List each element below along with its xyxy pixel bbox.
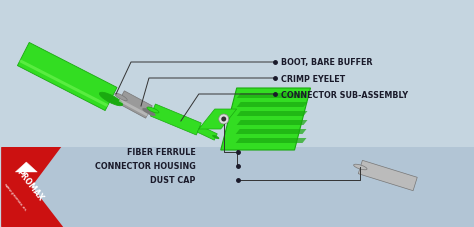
Polygon shape bbox=[237, 103, 308, 108]
Polygon shape bbox=[1, 147, 63, 227]
Circle shape bbox=[221, 117, 226, 122]
Text: CRIMP EYELET: CRIMP EYELET bbox=[281, 74, 345, 83]
Circle shape bbox=[219, 114, 229, 124]
Text: DUST CAP: DUST CAP bbox=[150, 176, 196, 185]
Polygon shape bbox=[197, 126, 217, 141]
Polygon shape bbox=[358, 161, 417, 191]
Polygon shape bbox=[237, 121, 308, 126]
Polygon shape bbox=[118, 99, 148, 117]
Polygon shape bbox=[221, 89, 310, 150]
Text: CONNECTOR HOUSING: CONNECTOR HOUSING bbox=[95, 162, 196, 171]
Ellipse shape bbox=[147, 108, 159, 114]
Polygon shape bbox=[237, 111, 308, 116]
Polygon shape bbox=[236, 129, 307, 134]
Ellipse shape bbox=[100, 93, 123, 106]
Text: PROMAX: PROMAX bbox=[14, 167, 45, 202]
Ellipse shape bbox=[143, 109, 155, 116]
Polygon shape bbox=[1, 147, 61, 227]
Text: FIBER FERRULE: FIBER FERRULE bbox=[127, 148, 196, 157]
Polygon shape bbox=[118, 91, 152, 119]
Ellipse shape bbox=[212, 136, 219, 139]
FancyBboxPatch shape bbox=[1, 147, 216, 227]
FancyBboxPatch shape bbox=[216, 147, 474, 227]
Text: CONNECTOR SUB-ASSEMBLY: CONNECTOR SUB-ASSEMBLY bbox=[281, 90, 408, 99]
Polygon shape bbox=[15, 162, 37, 172]
Ellipse shape bbox=[115, 94, 127, 101]
Polygon shape bbox=[18, 43, 117, 111]
Text: BOOT, BARE BUFFER: BOOT, BARE BUFFER bbox=[281, 58, 372, 67]
Ellipse shape bbox=[354, 165, 367, 170]
Polygon shape bbox=[150, 104, 201, 136]
Text: www.promax.es: www.promax.es bbox=[3, 181, 27, 211]
Polygon shape bbox=[236, 138, 307, 143]
Polygon shape bbox=[237, 94, 308, 99]
Polygon shape bbox=[19, 60, 109, 108]
Polygon shape bbox=[199, 109, 237, 129]
